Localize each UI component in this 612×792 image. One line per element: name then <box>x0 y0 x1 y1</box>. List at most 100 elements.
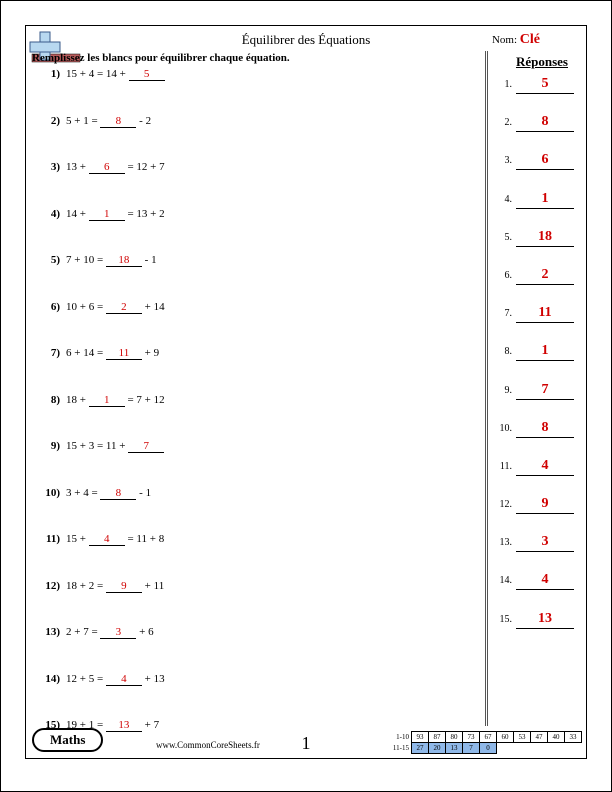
answer-row: 8.1 <box>494 343 574 361</box>
footer: Maths www.CommonCoreSheets.fr 1 1-10 938… <box>26 728 586 758</box>
answer-value: 5 <box>516 76 574 94</box>
score-cell <box>531 743 548 754</box>
equation: 12 + 5 = 4 + 13 <box>66 673 165 686</box>
equation-blank[interactable]: 6 <box>89 161 125 174</box>
equation-before: 3 + 4 = <box>66 487 100 499</box>
problem-row: 5)7 + 10 = 18 - 1 <box>36 254 456 267</box>
answer-value: 6 <box>516 152 574 170</box>
equation-before: 10 + 6 = <box>66 301 106 313</box>
answer-row: 11.4 <box>494 458 574 476</box>
equation-after: - 2 <box>136 115 151 127</box>
problem-number: 6) <box>36 301 60 313</box>
answer-index: 11. <box>494 461 512 472</box>
score-row-2: 11-15 27201370 <box>390 743 582 754</box>
score-cell <box>497 743 514 754</box>
problem-row: 4) 14 + 1 = 13 + 2 <box>36 208 456 221</box>
equation-after: - 1 <box>136 487 151 499</box>
answer-row: 13.3 <box>494 534 574 552</box>
name-field: Nom: Clé <box>492 32 540 48</box>
score-cell: 13 <box>446 743 463 754</box>
equation-blank[interactable]: 8 <box>100 487 136 500</box>
problem-row: 6) 10 + 6 = 2 + 14 <box>36 301 456 314</box>
score-cell <box>514 743 531 754</box>
problem-number: 3) <box>36 161 60 173</box>
vertical-divider <box>485 51 488 726</box>
answer-index: 15. <box>494 614 512 625</box>
equation-blank[interactable]: 11 <box>106 347 142 360</box>
equation-blank[interactable]: 9 <box>106 580 142 593</box>
answer-index: 5. <box>494 232 512 243</box>
problem-number: 7) <box>36 347 60 359</box>
equation-before: 6 + 14 = <box>66 347 106 359</box>
equation-after: + 11 <box>142 580 164 592</box>
problem-number: 12) <box>36 580 60 592</box>
equation-before: 18 + <box>66 394 89 406</box>
equation-blank[interactable]: 7 <box>128 440 164 453</box>
equation-before: 2 + 7 = <box>66 626 100 638</box>
problem-number: 2) <box>36 115 60 127</box>
answer-index: 2. <box>494 117 512 128</box>
score-cell: 87 <box>429 732 446 743</box>
answer-value: 8 <box>516 114 574 132</box>
answer-value: 3 <box>516 534 574 552</box>
answer-row: 5.18 <box>494 229 574 247</box>
answer-row: 12.9 <box>494 496 574 514</box>
answer-value: 18 <box>516 229 574 247</box>
problem-row: 10)3 + 4 = 8 - 1 <box>36 487 456 500</box>
score-cell: 47 <box>531 732 548 743</box>
score-cell: 40 <box>548 732 565 743</box>
equation: 18 + 1 = 7 + 12 <box>66 394 165 407</box>
equation-blank[interactable]: 4 <box>106 673 142 686</box>
score-cell: 93 <box>412 732 429 743</box>
equation-before: 14 + <box>66 208 89 220</box>
score-cell: 20 <box>429 743 446 754</box>
answer-index: 6. <box>494 270 512 281</box>
answer-value: 9 <box>516 496 574 514</box>
equation: 15 + 4 = 14 + 5 <box>66 68 165 81</box>
problem-row: 13)2 + 7 = 3 + 6 <box>36 626 456 639</box>
score-cell: 60 <box>497 732 514 743</box>
answer-value: 1 <box>516 343 574 361</box>
equation-before: 13 + <box>66 161 89 173</box>
problem-number: 11) <box>36 533 60 545</box>
equation: 15 + 4 = 11 + 8 <box>66 533 164 546</box>
equation-blank[interactable]: 3 <box>100 626 136 639</box>
answer-value: 7 <box>516 382 574 400</box>
score-cell: 53 <box>514 732 531 743</box>
answer-row: 1.5 <box>494 76 574 94</box>
equation-before: 5 + 1 = <box>66 115 100 127</box>
problem-number: 14) <box>36 673 60 685</box>
answer-key-label: Clé <box>520 32 540 47</box>
problem-number: 4) <box>36 208 60 220</box>
problem-row: 9)15 + 3 = 11 + 7 <box>36 440 456 453</box>
problem-row: 14) 12 + 5 = 4 + 13 <box>36 673 456 686</box>
equation-blank[interactable]: 8 <box>100 115 136 128</box>
score-row2-label: 11-15 <box>390 743 412 754</box>
answer-index: 14. <box>494 575 512 586</box>
problem-row: 12)18 + 2 = 9 + 11 <box>36 580 456 593</box>
equation: 5 + 1 = 8 - 2 <box>66 115 151 128</box>
instruction-text: Remplissez les blancs pour équilibrer ch… <box>32 52 290 64</box>
equation-blank[interactable]: 2 <box>106 301 142 314</box>
equation-blank[interactable]: 1 <box>89 208 125 221</box>
equation-before: 7 + 10 = <box>66 254 106 266</box>
equation-after: = 13 + 2 <box>125 208 165 220</box>
equation-after: + 9 <box>142 347 159 359</box>
score-cell: 67 <box>480 732 497 743</box>
equation-after: - 1 <box>142 254 157 266</box>
problem-row: 1)15 + 4 = 14 + 5 <box>36 68 456 81</box>
score-cell: 0 <box>480 743 497 754</box>
answer-value: 8 <box>516 420 574 438</box>
equation: 14 + 1 = 13 + 2 <box>66 208 165 221</box>
equation-blank[interactable]: 18 <box>106 254 142 267</box>
equation-blank[interactable]: 5 <box>129 68 165 81</box>
problem-row: 11) 15 + 4 = 11 + 8 <box>36 533 456 546</box>
equation-blank[interactable]: 4 <box>89 533 125 546</box>
problem-row: 7) 6 + 14 = 11 + 9 <box>36 347 456 360</box>
equation-blank[interactable]: 1 <box>89 394 125 407</box>
equation-after: = 12 + 7 <box>125 161 165 173</box>
answer-row: 4.1 <box>494 191 574 209</box>
equation: 3 + 4 = 8 - 1 <box>66 487 151 500</box>
equation-after: + 14 <box>142 301 165 313</box>
score-row1-label: 1-10 <box>390 732 412 743</box>
